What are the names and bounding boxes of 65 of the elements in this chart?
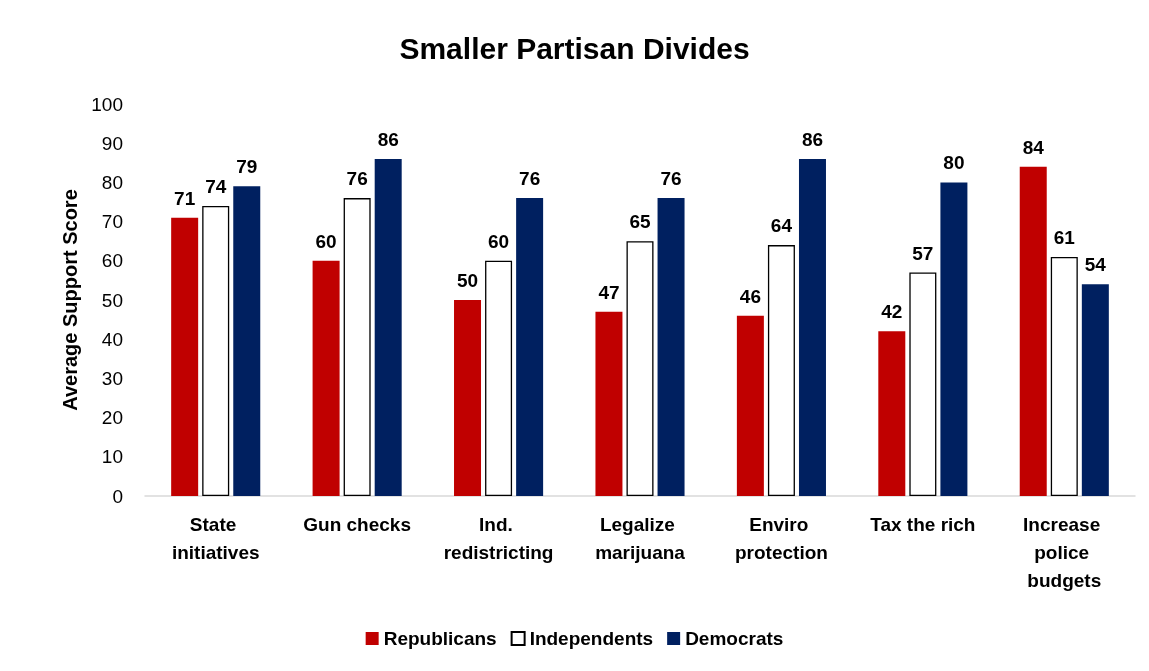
y-tick-label: 70 (101, 211, 123, 233)
data-label: 57 (912, 242, 934, 264)
data-label: 71 (174, 187, 196, 209)
bar (312, 260, 340, 496)
bar (171, 217, 199, 496)
y-tick-label: 100 (91, 93, 123, 115)
data-label: 64 (770, 215, 793, 237)
bar (1019, 166, 1047, 496)
y-tick-label: 30 (101, 367, 123, 389)
bar (940, 182, 968, 496)
bar (736, 315, 764, 496)
bar (454, 300, 482, 496)
data-label: 84 (1022, 136, 1045, 158)
data-label: 74 (205, 175, 227, 197)
x-tick-label: Enviro protection (734, 513, 828, 563)
bar (202, 205, 230, 496)
bar (516, 198, 544, 496)
chart-title: Smaller Partisan Divides (399, 31, 750, 65)
bar (878, 331, 906, 496)
y-tick-label: 20 (101, 407, 123, 429)
bar (1050, 256, 1078, 496)
data-label: 76 (519, 168, 541, 190)
legend-label: Independents (529, 628, 654, 649)
x-tick-label: Tax the rich (870, 513, 976, 535)
bar (485, 260, 513, 496)
bar (374, 158, 402, 496)
data-label: 60 (488, 230, 510, 252)
data-label: 54 (1084, 254, 1107, 276)
y-tick-label: 80 (101, 171, 123, 193)
bar (1081, 284, 1109, 496)
bar (343, 198, 371, 496)
data-label: 80 (943, 152, 965, 174)
x-tick-label: State initiatives (171, 513, 260, 563)
legend-label: Republicans (383, 628, 497, 649)
x-tick-label: Ind. redistricting (443, 513, 554, 563)
data-label: 42 (881, 301, 903, 323)
y-tick-label: 60 (101, 250, 123, 272)
x-tick-label: Increase police budgets (1023, 513, 1106, 591)
data-label: 65 (629, 211, 651, 233)
data-label: 60 (315, 230, 337, 252)
data-label: 46 (739, 285, 761, 307)
y-tick-label: 50 (101, 289, 123, 311)
y-tick-label: 0 (112, 485, 123, 507)
data-label: 50 (456, 270, 479, 291)
bar (233, 186, 261, 496)
data-label: 47 (598, 281, 620, 303)
data-label: 86 (377, 128, 399, 150)
bar (767, 245, 795, 496)
legend-label: Democrats (685, 628, 784, 649)
x-tick-label: Legalize marijuana (595, 513, 686, 563)
y-axis-title: Average Support Score (59, 189, 82, 411)
bar (626, 241, 654, 496)
x-tick-label: Gun checks (303, 513, 411, 535)
bar (595, 311, 623, 496)
y-tick-label: 40 (101, 328, 123, 350)
bar (798, 158, 826, 496)
data-label: 86 (801, 128, 824, 150)
bar (657, 198, 685, 496)
data-label: 76 (660, 168, 682, 190)
data-label: 61 (1053, 226, 1076, 248)
y-tick-label: 10 (101, 446, 123, 468)
data-label: 79 (236, 156, 258, 178)
y-tick-label: 90 (101, 132, 123, 154)
data-label: 76 (346, 168, 368, 190)
bar (909, 272, 937, 496)
